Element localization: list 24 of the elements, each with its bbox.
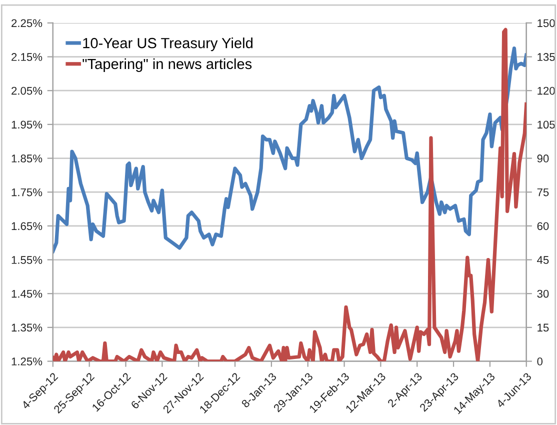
y-tick-label: 2.15% xyxy=(12,53,42,61)
y2-tick-label: 45 xyxy=(537,256,549,264)
y2-tick-label: 75 xyxy=(537,188,549,196)
y2-tick-label: 135 xyxy=(538,53,555,61)
y-tick-label: 1.65% xyxy=(12,222,42,230)
y2-tick-label: 0 xyxy=(537,358,543,366)
y-tick-label: 1.55% xyxy=(12,256,42,264)
y2-tick-label: 90 xyxy=(537,154,549,162)
y-tick-label: 1.95% xyxy=(12,120,42,129)
y-tick-label: 2.25% xyxy=(12,19,42,28)
y2-tick-label: 150 xyxy=(538,19,555,28)
legend-label: "Tapering" in news articles xyxy=(82,58,252,72)
y-tick-label: 1.85% xyxy=(12,154,42,162)
y-tick-label: 1.75% xyxy=(12,188,42,196)
y2-tick-label: 120 xyxy=(538,86,555,95)
y2-tick-label: 30 xyxy=(537,290,549,298)
y2-tick-label: 15 xyxy=(538,324,549,332)
y2-tick-label: 105 xyxy=(538,120,555,129)
legend-label: 10-Year US Treasury Yield xyxy=(83,38,252,52)
y-tick-label: 1.45% xyxy=(12,290,42,298)
y-tick-label: 1.25% xyxy=(12,358,42,366)
y2-tick-label: 60 xyxy=(537,222,549,230)
y-tick-label: 1.35% xyxy=(12,324,42,332)
y-tick-label: 2.05% xyxy=(12,86,42,95)
